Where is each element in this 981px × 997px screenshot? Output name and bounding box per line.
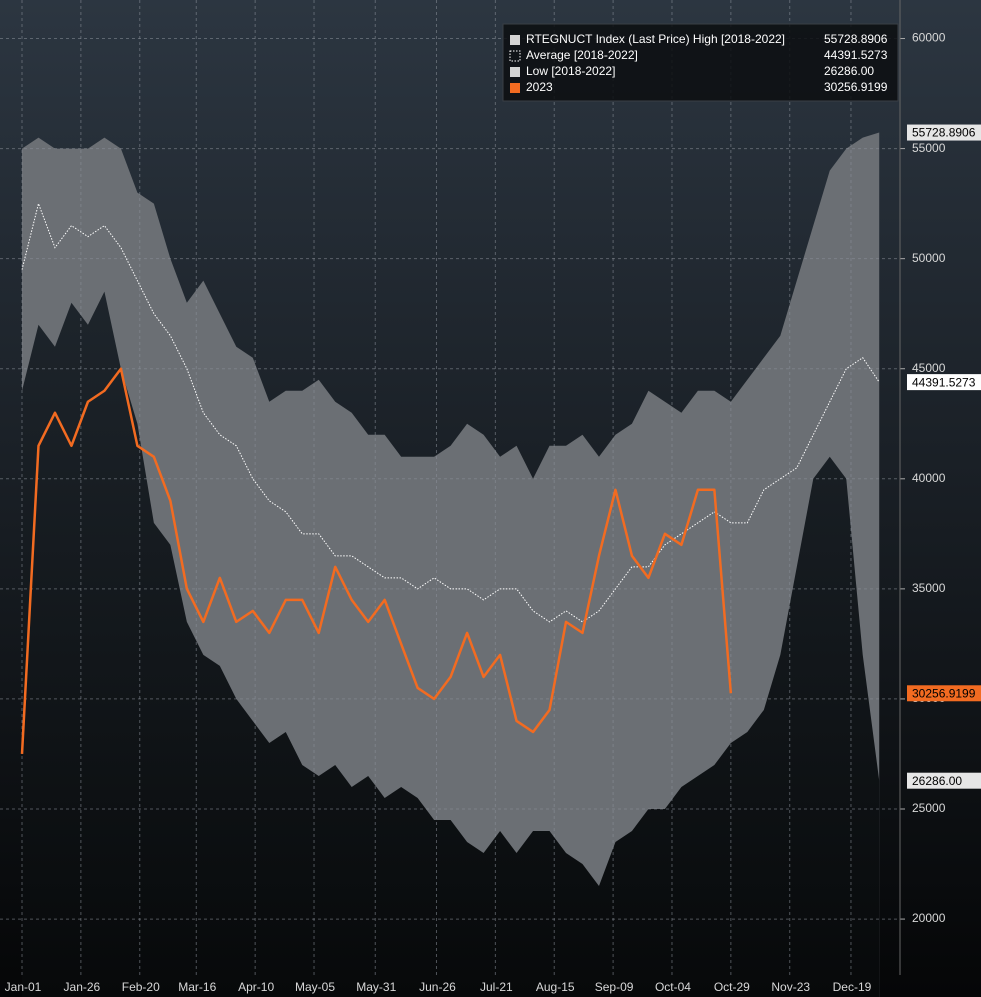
- x-tick-label: Jul-21: [480, 980, 513, 994]
- y-tick-label: 55000: [912, 141, 946, 155]
- legend-label: Average [2018-2022]: [526, 48, 638, 62]
- x-tick-label: Jun-26: [419, 980, 456, 994]
- value-tag: [907, 374, 981, 391]
- x-tick-label: Sep-09: [595, 980, 634, 994]
- value-tag: [907, 772, 981, 789]
- value-tag-label: 44391.5273: [912, 375, 976, 389]
- area: [22, 291, 880, 997]
- x-tick-label: Dec-19: [833, 980, 872, 994]
- y-tick-label: 60000: [912, 31, 946, 45]
- y-tick-label: 25000: [912, 801, 946, 815]
- series-line: [20, 367, 733, 755]
- legend-label: Low [2018-2022]: [526, 64, 615, 78]
- value-tag-label: 30256.9199: [912, 686, 976, 700]
- y-tick-label: 40000: [912, 471, 946, 485]
- x-tick-label: Aug-15: [536, 980, 575, 994]
- x-tick-label: Oct-04: [655, 980, 691, 994]
- value-tag: [907, 124, 981, 141]
- x-tick-label: Nov-23: [771, 980, 810, 994]
- x-tick-label: May-05: [295, 980, 335, 994]
- x-tick-label: May-31: [356, 980, 396, 994]
- x-tick-label: Mar-16: [178, 980, 216, 994]
- legend-label: RTEGNUCT Index (Last Price) High [2018-2…: [526, 32, 785, 46]
- y-tick-label: 45000: [912, 361, 946, 375]
- legend-label: 2023: [526, 80, 553, 94]
- legend-swatch: [510, 83, 520, 93]
- legend-value: 44391.5273: [824, 48, 888, 62]
- plot-area: [0, 0, 900, 997]
- legend-value: 55728.8906: [824, 32, 888, 46]
- value-tag-label: 26286.00: [912, 774, 962, 788]
- x-tick-label: Jan-01: [5, 980, 42, 994]
- y-tick-label: 50000: [912, 251, 946, 265]
- y-tick-label: 20000: [912, 911, 946, 925]
- legend-box: [502, 23, 899, 102]
- legend-swatch: [510, 35, 520, 45]
- series-line: [21, 201, 880, 623]
- legend-swatch: [509, 50, 521, 62]
- legend-value: 26286.00: [824, 64, 874, 78]
- legend-swatch: [510, 67, 520, 77]
- value-tag-label: 55728.8906: [912, 126, 976, 140]
- x-tick-label: Jan-26: [64, 980, 101, 994]
- x-tick-label: Apr-10: [238, 980, 274, 994]
- x-tick-label: Oct-29: [714, 980, 750, 994]
- value-tag: [907, 685, 981, 702]
- legend: RTEGNUCT Index (Last Price) High [2018-2…: [502, 23, 899, 102]
- x-tick-label: Feb-20: [122, 980, 160, 994]
- y-tick-label: 35000: [912, 581, 946, 595]
- legend-value: 30256.9199: [824, 80, 888, 94]
